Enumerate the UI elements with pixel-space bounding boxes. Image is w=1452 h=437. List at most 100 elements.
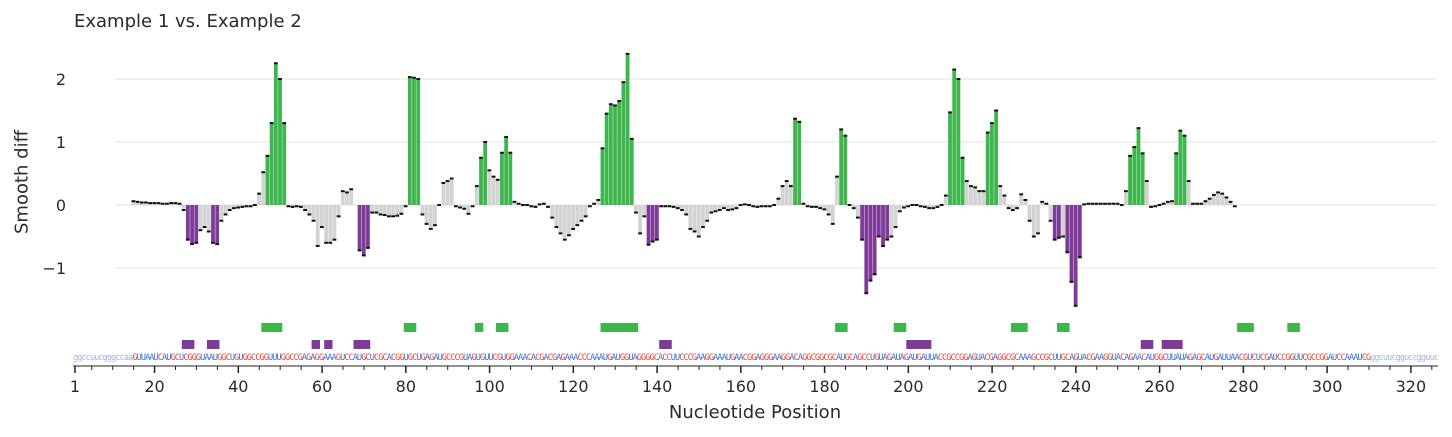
sequence-letter: A bbox=[590, 353, 595, 363]
bar-cap bbox=[830, 222, 835, 225]
bar bbox=[893, 205, 898, 228]
bar-cap bbox=[600, 147, 605, 150]
bar-cap bbox=[805, 205, 810, 208]
bar-cap bbox=[386, 215, 391, 218]
sequence-letter: C bbox=[794, 353, 799, 363]
bar-cap bbox=[244, 205, 249, 208]
bar-cap bbox=[177, 202, 182, 205]
bar-cap bbox=[1065, 251, 1070, 254]
bar-cap bbox=[1019, 193, 1024, 196]
sequence-letter: C bbox=[1201, 353, 1206, 363]
bar bbox=[969, 186, 973, 205]
bar bbox=[780, 186, 785, 205]
sequence-letter: G bbox=[785, 353, 790, 363]
sequence-letter: G bbox=[1158, 353, 1163, 363]
sequence-letter: G bbox=[1188, 353, 1193, 363]
sequence-letter: G bbox=[361, 353, 366, 363]
bar-cap bbox=[508, 151, 513, 154]
bar bbox=[608, 104, 613, 205]
bar bbox=[227, 205, 232, 211]
sequence-letter: G bbox=[917, 353, 922, 363]
sequence-letter: A bbox=[722, 353, 727, 363]
sequence-letter: C bbox=[679, 353, 684, 363]
bar-cap bbox=[1203, 200, 1208, 203]
sequence-letter: G bbox=[561, 353, 566, 363]
bar-cap bbox=[1211, 193, 1216, 196]
sequence-letter: G bbox=[650, 353, 655, 363]
sequence-letter: U bbox=[1357, 353, 1362, 363]
bar-cap bbox=[730, 208, 735, 211]
bar-cap bbox=[466, 212, 471, 215]
sequence-letter: U bbox=[357, 353, 362, 363]
bar-cap bbox=[1061, 235, 1065, 238]
bar-cap bbox=[784, 180, 789, 183]
sequence-letter: G bbox=[997, 353, 1002, 363]
bar-cap bbox=[550, 216, 555, 219]
bar-cap bbox=[319, 226, 324, 229]
sequence-letter: G bbox=[429, 353, 434, 363]
bar-cap bbox=[839, 128, 844, 131]
sequence-letter: C bbox=[1162, 353, 1167, 363]
bar bbox=[579, 205, 584, 221]
bar-cap bbox=[198, 229, 203, 232]
sequence-letter: C bbox=[391, 353, 396, 363]
sequence-letter: C bbox=[255, 353, 260, 363]
sequence-letter: A bbox=[921, 353, 926, 363]
bar-cap bbox=[751, 205, 756, 208]
bar-cap bbox=[491, 175, 496, 178]
bar-cap bbox=[927, 207, 931, 210]
bar-cap bbox=[1199, 202, 1204, 205]
sequence-letter: g bbox=[1421, 353, 1426, 363]
sequence-letter: A bbox=[327, 353, 332, 363]
sequence-letter: G bbox=[806, 353, 811, 363]
sequence-letter: U bbox=[463, 353, 468, 363]
sequence-letter: U bbox=[404, 353, 409, 363]
sequence-letter: A bbox=[209, 353, 214, 363]
bar bbox=[382, 205, 387, 216]
bar-cap bbox=[688, 227, 693, 230]
bar-cap bbox=[596, 198, 601, 201]
sequence-letter: A bbox=[993, 353, 998, 363]
sequence-letter: G bbox=[607, 353, 612, 363]
bar-cap bbox=[470, 205, 475, 208]
bar-cap bbox=[634, 211, 638, 214]
bar bbox=[1002, 195, 1007, 205]
bar-cap bbox=[495, 178, 500, 181]
sequence-letter: C bbox=[158, 353, 163, 363]
bar-cap bbox=[374, 211, 379, 214]
bar-cap bbox=[307, 213, 312, 216]
sequence-letter: C bbox=[683, 353, 688, 363]
sequence-letter: C bbox=[1315, 353, 1320, 363]
sequence-letter: U bbox=[840, 353, 845, 363]
bar bbox=[328, 205, 333, 243]
sequence-letter: C bbox=[344, 353, 349, 363]
sequence-letter: G bbox=[963, 353, 968, 363]
bar bbox=[1048, 205, 1053, 221]
bar-cap bbox=[1124, 190, 1128, 193]
bar-cap bbox=[529, 205, 534, 208]
bar-cap bbox=[294, 205, 299, 208]
bar-cap bbox=[223, 213, 228, 216]
sequence-letter: u bbox=[1425, 353, 1430, 363]
sequence-letter: U bbox=[628, 353, 633, 363]
sequence-letter: A bbox=[1235, 353, 1240, 363]
bar bbox=[596, 199, 601, 205]
sequence-letter: G bbox=[1264, 353, 1269, 363]
sequence-letter: A bbox=[891, 353, 896, 363]
bar bbox=[994, 110, 998, 205]
bar bbox=[420, 205, 425, 215]
sequence-letter: U bbox=[238, 353, 243, 363]
bar bbox=[956, 79, 961, 205]
sequence-letter: A bbox=[1218, 353, 1223, 363]
bar-cap bbox=[303, 209, 308, 212]
sequence-letter: G bbox=[751, 353, 756, 363]
bar-cap bbox=[1136, 127, 1141, 130]
purple-track-segment bbox=[311, 340, 320, 349]
sequence-letter: G bbox=[1307, 353, 1312, 363]
sequence-letter: G bbox=[497, 353, 502, 363]
sequence-letter: G bbox=[1044, 353, 1049, 363]
bar-cap bbox=[864, 292, 869, 295]
sequence-letter: G bbox=[264, 353, 269, 363]
bar-cap bbox=[822, 208, 827, 211]
sequence-letter: A bbox=[323, 353, 328, 363]
